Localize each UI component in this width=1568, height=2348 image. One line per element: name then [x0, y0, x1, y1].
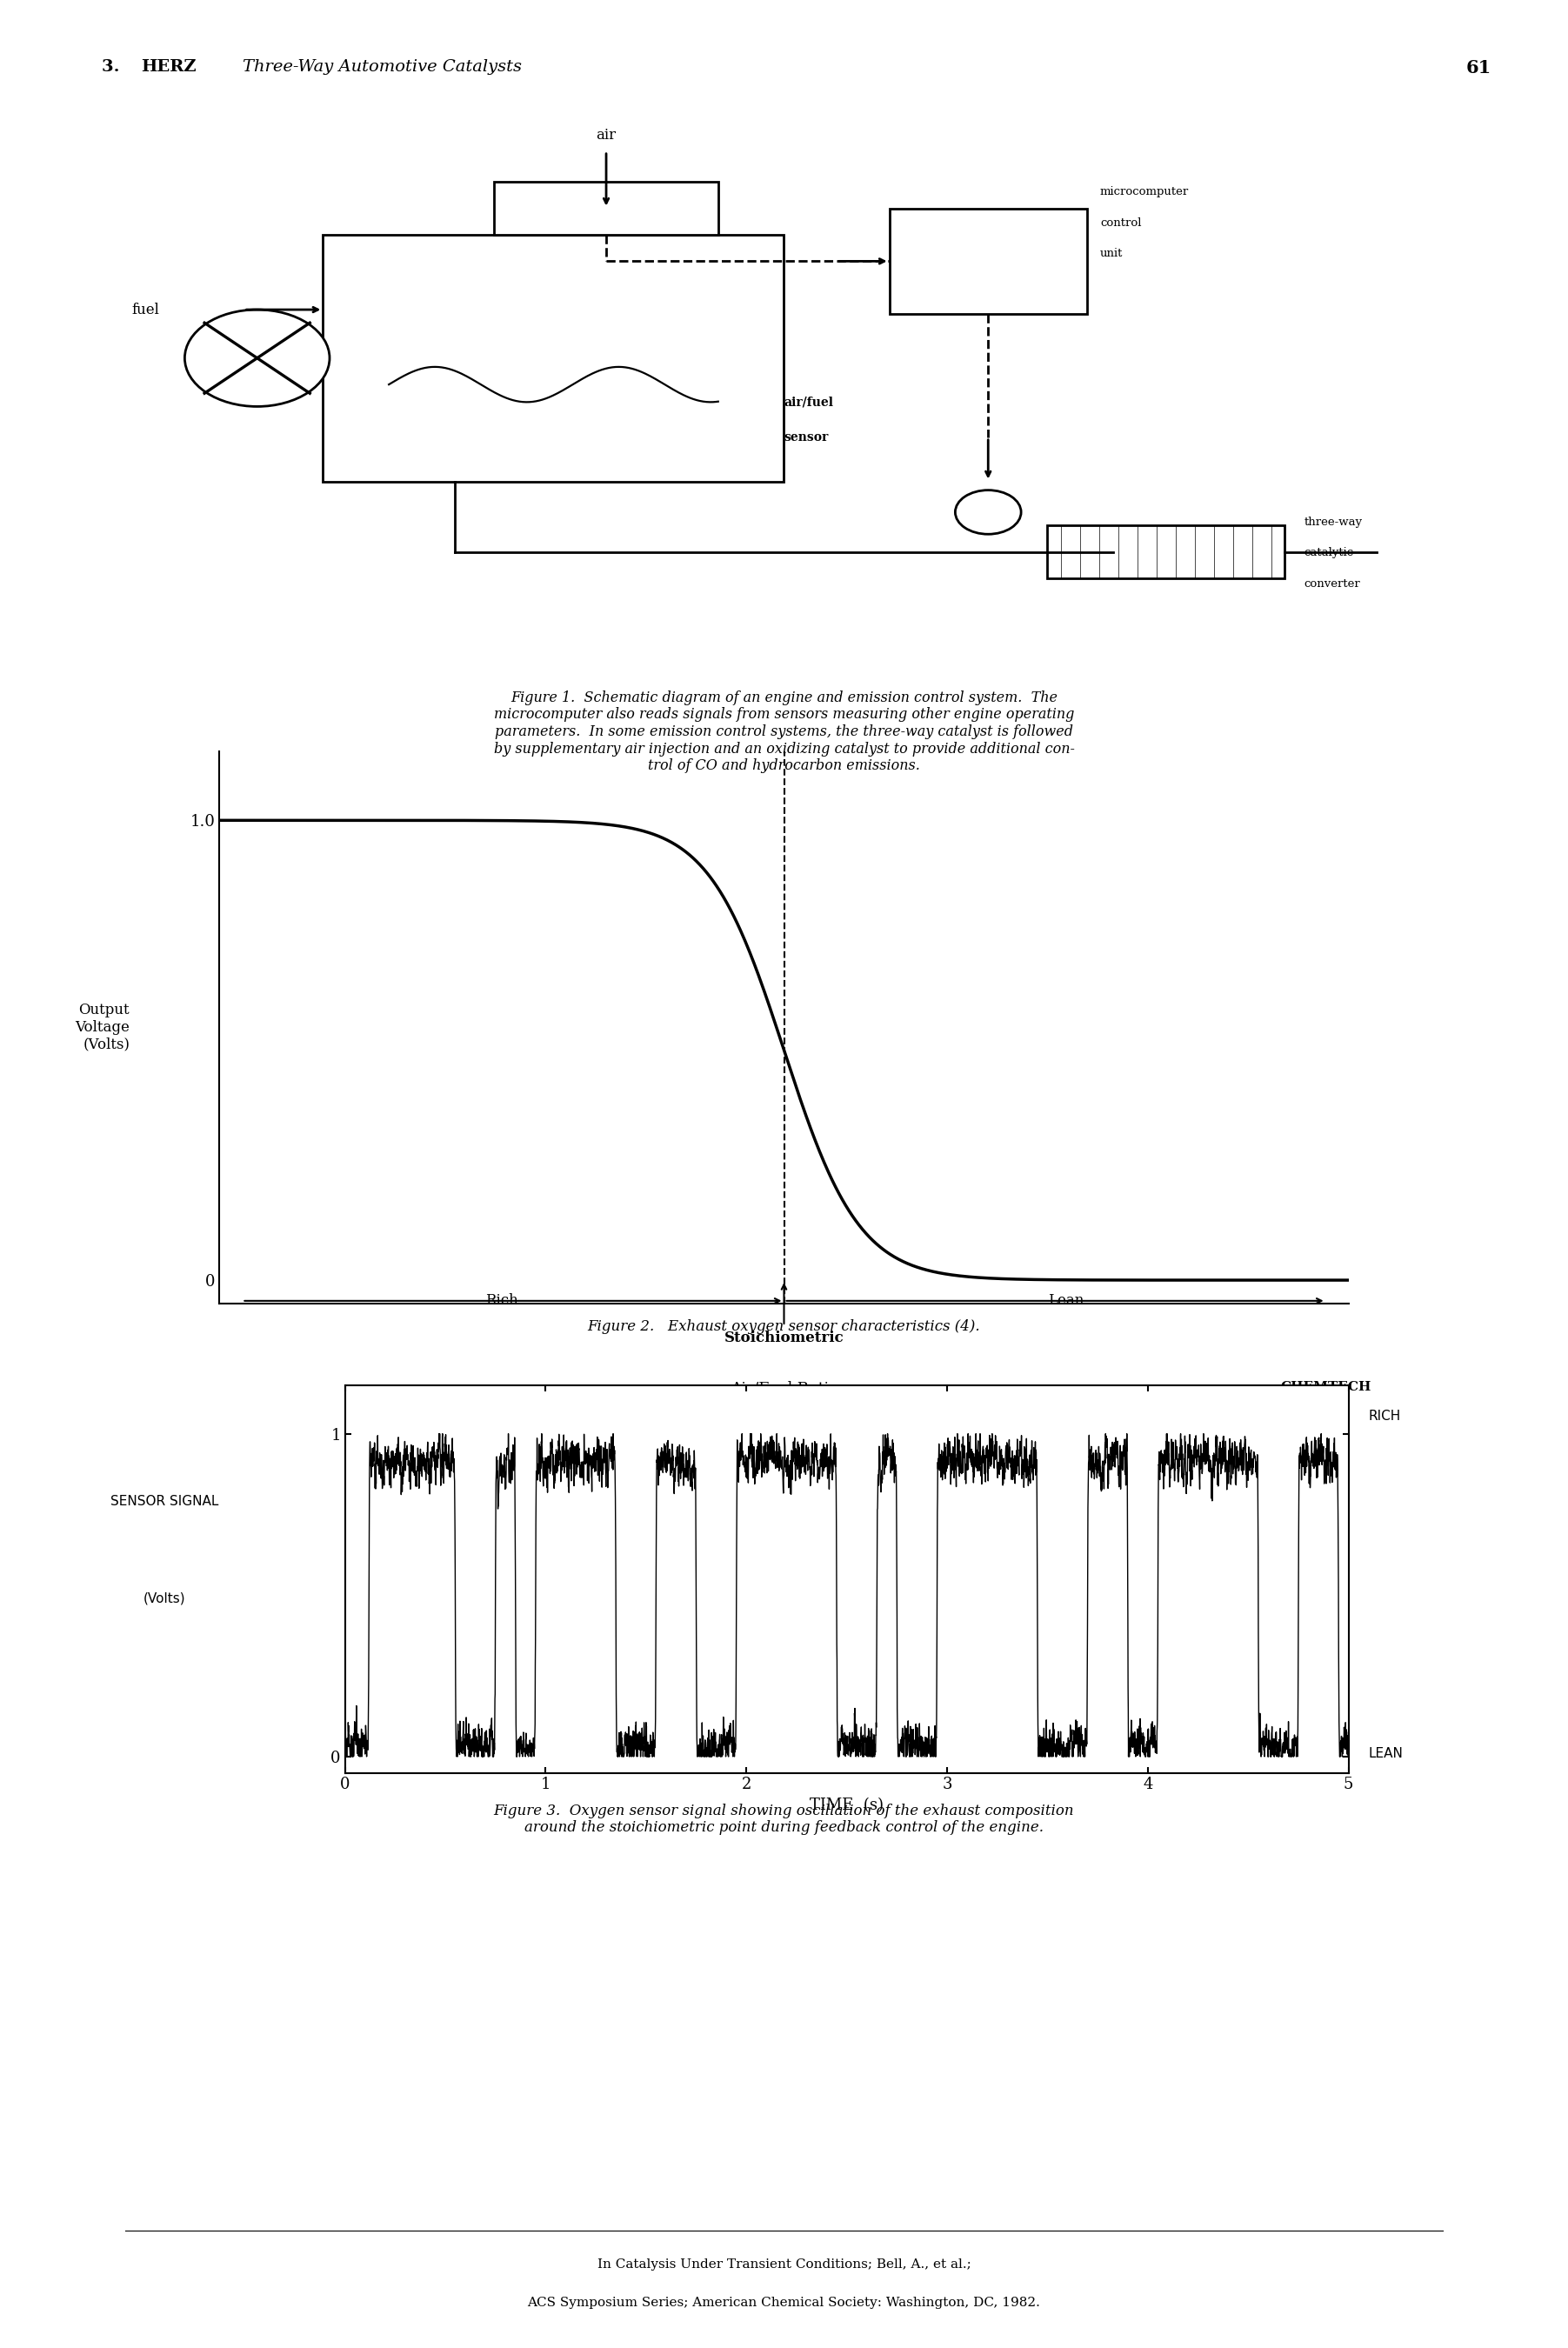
Text: microcomputer: microcomputer — [1101, 185, 1189, 197]
Circle shape — [185, 310, 329, 406]
Text: CHEMTECH: CHEMTECH — [1281, 1381, 1370, 1392]
Bar — [494, 183, 718, 235]
X-axis label: TIME  (s): TIME (s) — [809, 1799, 884, 1813]
Text: (Volts): (Volts) — [143, 1592, 185, 1606]
Text: Figure 2.   Exhaust oxygen sensor characteristics (4).: Figure 2. Exhaust oxygen sensor characte… — [588, 1320, 980, 1334]
Text: HERZ: HERZ — [141, 59, 196, 75]
Text: 3.: 3. — [102, 59, 132, 75]
Text: Figure 3.  Oxygen sensor signal showing oscillation of the exhaust composition
a: Figure 3. Oxygen sensor signal showing o… — [494, 1803, 1074, 1836]
Text: LEAN: LEAN — [1369, 1747, 1403, 1761]
Bar — [889, 209, 1087, 315]
Text: In Catalysis Under Transient Conditions; Bell, A., et al.;: In Catalysis Under Transient Conditions;… — [597, 2259, 971, 2271]
Text: air: air — [596, 127, 616, 143]
Y-axis label: Output
Voltage
(Volts): Output Voltage (Volts) — [75, 1003, 130, 1052]
Text: RICH: RICH — [1369, 1409, 1400, 1423]
Text: SENSOR SIGNAL: SENSOR SIGNAL — [110, 1496, 218, 1507]
Bar — [1047, 526, 1284, 578]
Text: fuel: fuel — [132, 303, 160, 317]
Text: Air/Fuel Ratio: Air/Fuel Ratio — [731, 1381, 837, 1397]
Bar — [323, 235, 784, 481]
Text: converter: converter — [1305, 578, 1361, 589]
Circle shape — [955, 491, 1021, 535]
Text: catalytic: catalytic — [1305, 547, 1353, 559]
Text: air/fuel: air/fuel — [784, 397, 834, 409]
Text: Lean: Lean — [1049, 1294, 1083, 1308]
Text: 61: 61 — [1466, 59, 1491, 75]
Text: control: control — [1101, 218, 1142, 228]
Text: Figure 1.  Schematic diagram of an engine and emission control system.  The
micr: Figure 1. Schematic diagram of an engine… — [494, 690, 1074, 772]
Text: unit: unit — [1101, 249, 1123, 258]
Text: Rich: Rich — [486, 1294, 517, 1308]
Text: three-way: three-way — [1305, 517, 1363, 528]
Text: Three-Way Automotive Catalysts: Three-Way Automotive Catalysts — [243, 59, 522, 75]
Text: ACS Symposium Series; American Chemical Society: Washington, DC, 1982.: ACS Symposium Series; American Chemical … — [527, 2296, 1041, 2308]
Text: Stoichiometric: Stoichiometric — [724, 1331, 844, 1345]
Text: sensor: sensor — [784, 432, 828, 444]
